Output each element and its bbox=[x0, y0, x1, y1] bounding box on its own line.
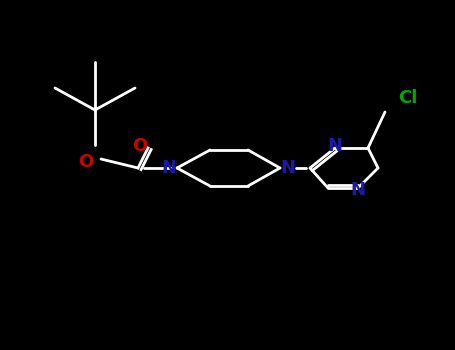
Text: N: N bbox=[280, 159, 295, 177]
Text: O: O bbox=[78, 153, 94, 171]
Text: N: N bbox=[328, 137, 343, 155]
Text: O: O bbox=[132, 137, 147, 155]
Text: N: N bbox=[162, 159, 177, 177]
Text: N: N bbox=[350, 181, 365, 199]
Text: Cl: Cl bbox=[398, 89, 418, 107]
